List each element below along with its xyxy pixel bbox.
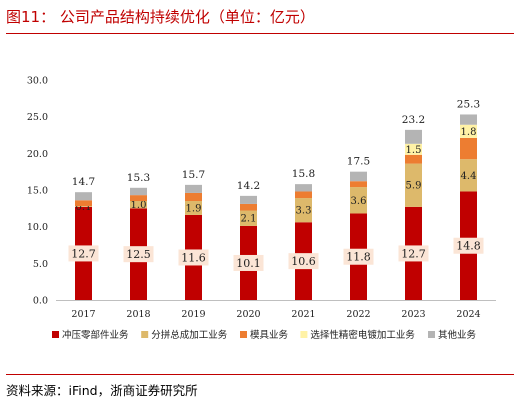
x-tick-label: 2024 xyxy=(456,309,480,320)
bar-segment xyxy=(185,192,202,201)
title-divider xyxy=(6,33,514,34)
y-tick-label: 25.0 xyxy=(27,112,48,123)
source-note: 资料来源：iFind，浙商证券研究所 xyxy=(6,383,198,398)
data-label: 12.7 xyxy=(401,247,426,260)
data-label: 10.6 xyxy=(291,255,316,268)
data-label: 5.9 xyxy=(406,181,422,192)
bar-segment xyxy=(460,159,477,192)
legend-label: 选择性精密电镀加工业务 xyxy=(310,329,415,341)
bar-segment xyxy=(405,154,422,164)
y-tick-label: 5.0 xyxy=(33,259,48,270)
legend-label: 冲压零部件业务 xyxy=(62,329,129,341)
x-tick-label: 2017 xyxy=(71,309,95,320)
x-tick-label: 2021 xyxy=(291,309,315,320)
bar-segment xyxy=(130,187,147,196)
data-label: 12.7 xyxy=(71,247,96,260)
bar-segment xyxy=(240,210,257,226)
legend-swatch xyxy=(240,331,247,338)
x-tick-label: 2020 xyxy=(236,309,260,320)
bar-segment xyxy=(350,187,367,214)
data-label: 4.4 xyxy=(461,171,477,182)
data-label-background xyxy=(288,253,319,270)
bar-segment xyxy=(75,206,92,207)
data-label: 1.8 xyxy=(461,127,477,138)
figure-title: 图11： 公司产品结构持续优化（单位：亿元） xyxy=(6,8,315,26)
legend-swatch xyxy=(428,331,435,338)
bar-segment xyxy=(130,201,147,209)
total-label: 15.8 xyxy=(292,168,315,180)
legend-label: 其他业务 xyxy=(438,329,477,341)
data-label: 1.5 xyxy=(406,145,422,156)
y-tick-label: 0.0 xyxy=(33,296,48,307)
data-label: 0.1 xyxy=(76,202,92,213)
legend-swatch xyxy=(300,331,308,338)
data-label-background xyxy=(233,254,264,271)
y-tick-label: 15.0 xyxy=(27,186,48,197)
data-label: 11.6 xyxy=(181,251,206,264)
total-label: 14.7 xyxy=(72,176,95,188)
data-label: 11.8 xyxy=(346,251,371,264)
data-label: 10.1 xyxy=(236,257,261,270)
legend-swatch xyxy=(52,331,59,338)
bar-segment xyxy=(350,181,367,188)
bar-segment xyxy=(460,114,477,125)
bar-segment xyxy=(405,129,422,144)
data-label: 14.8 xyxy=(456,240,481,253)
data-label: 1.0 xyxy=(131,200,147,211)
bar-segment xyxy=(75,192,92,201)
data-label: 3.3 xyxy=(296,206,312,217)
bar-segment xyxy=(185,184,202,193)
stacked-bar-chart: 0.0 5.0 10.0 15.0 20.0 25.0 30.0 12.7 0.1 14.7 201… xyxy=(27,76,496,341)
bar-segment xyxy=(130,195,147,201)
total-label: 25.3 xyxy=(457,98,480,110)
bar-segment xyxy=(460,137,477,160)
legend-label: 分拼总成加工业务 xyxy=(151,329,228,341)
y-tick-label: 20.0 xyxy=(27,149,48,160)
bar-segment xyxy=(75,200,92,207)
bar-segment xyxy=(185,201,202,215)
data-label-background xyxy=(178,249,209,266)
legend-swatch xyxy=(141,331,149,338)
legend-label: 模具业务 xyxy=(250,329,289,341)
data-label: 12.5 xyxy=(126,248,151,261)
data-label-background xyxy=(398,245,429,262)
total-label: 17.5 xyxy=(347,156,370,168)
bar-segment xyxy=(240,203,257,211)
total-label: 15.3 xyxy=(127,172,150,184)
bar-segment xyxy=(295,198,312,223)
total-label: 15.7 xyxy=(182,169,205,181)
x-tick-label: 2023 xyxy=(401,309,425,320)
y-tick-label: 10.0 xyxy=(27,222,48,233)
x-tick-label: 2018 xyxy=(126,309,150,320)
total-label: 23.2 xyxy=(402,114,425,126)
bar-segment xyxy=(405,163,422,207)
x-tick-label: 2019 xyxy=(181,309,205,320)
total-label: 14.2 xyxy=(237,180,260,192)
bar-segment xyxy=(295,191,312,199)
data-label: 3.6 xyxy=(351,196,367,207)
data-label-background xyxy=(68,245,99,262)
bar-segment xyxy=(350,171,367,182)
bar-segment xyxy=(460,124,477,138)
data-label-background xyxy=(343,248,374,265)
x-tick-label: 2022 xyxy=(346,309,370,320)
data-label-background xyxy=(453,237,484,254)
bar-segment xyxy=(295,184,312,192)
y-tick-label: 30.0 xyxy=(27,76,48,87)
data-label-background xyxy=(123,246,154,263)
data-label: 2.1 xyxy=(241,214,257,225)
bar-segment xyxy=(240,195,257,204)
data-label: 1.9 xyxy=(186,203,202,214)
source-divider xyxy=(6,374,514,375)
bar-segment xyxy=(405,143,422,155)
